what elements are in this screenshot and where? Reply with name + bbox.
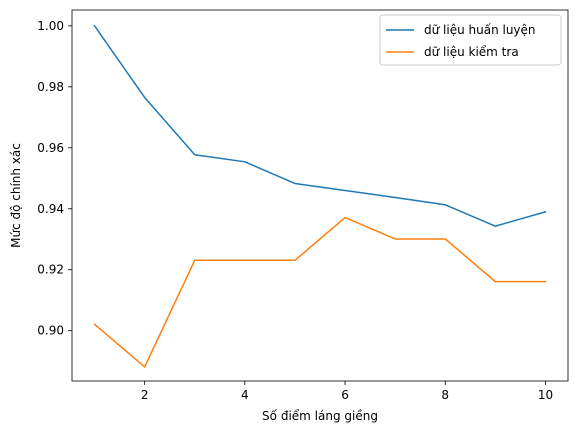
legend-box [379, 14, 562, 66]
test-accuracy-line [93, 216, 547, 368]
legend-label-train: dữ liệu huấn luyện [424, 23, 536, 37]
y-tick-label: 0.94 [37, 202, 64, 216]
y-tick-label: 0.96 [37, 141, 64, 155]
plot-area [72, 10, 568, 381]
legend-label-test: dữ liệu kiểm tra [424, 45, 519, 59]
x-tick-label: 4 [241, 388, 249, 402]
y-tick-label: 0.98 [37, 80, 64, 94]
x-tick-label: 2 [141, 388, 149, 402]
legend: dữ liệu huấn luyện dữ liệu kiểm tra [379, 14, 562, 66]
y-tick-label: 0.92 [37, 263, 64, 277]
y-axis-label: Mức độ chính xác [9, 143, 23, 248]
y-tick-label: 1.00 [37, 19, 64, 33]
y-axis: 0.90 0.92 0.94 0.96 0.98 1.00 [37, 19, 72, 338]
x-axis: 2 4 6 8 10 [141, 381, 553, 402]
x-tick-label: 8 [441, 388, 449, 402]
axes-layer [71, 9, 569, 382]
x-tick-label: 6 [341, 388, 349, 402]
series-layer [93, 24, 547, 368]
x-axis-label: Số điểm láng giềng [262, 409, 378, 423]
x-tick-label: 10 [538, 388, 553, 402]
y-tick-label: 0.90 [37, 324, 64, 338]
plot-frame [71, 9, 569, 382]
train-accuracy-line [93, 24, 547, 227]
